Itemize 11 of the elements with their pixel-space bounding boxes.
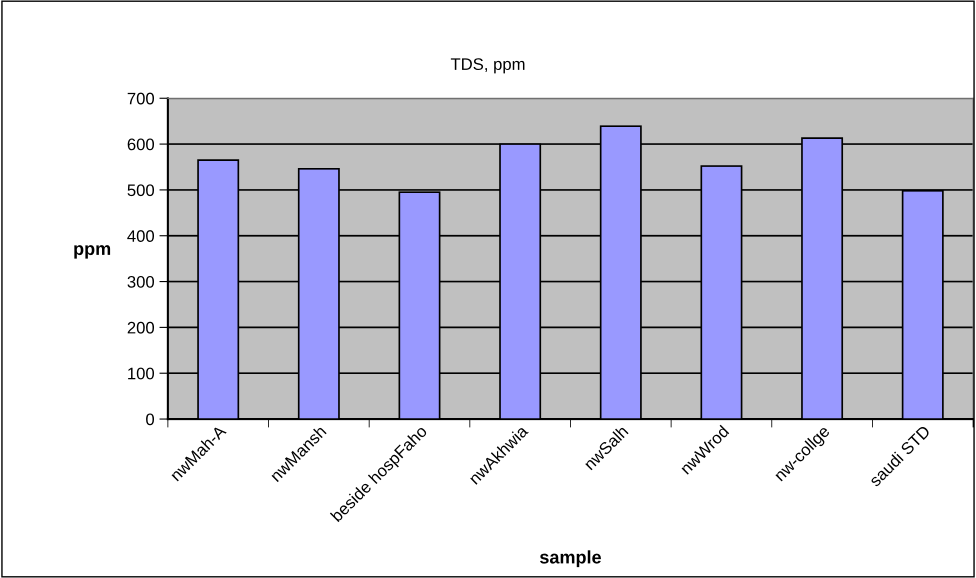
chart-title: TDS, ppm [450, 58, 524, 74]
y-tick-label: 600 [128, 138, 154, 150]
y-tick-label: 700 [128, 92, 154, 104]
y-tick-label: 200 [128, 322, 154, 334]
x-axis-title: sample [540, 550, 601, 568]
y-tick-label: 300 [128, 276, 154, 288]
y-tick-label: 100 [128, 368, 154, 380]
y-tick-label: 0 [146, 413, 154, 426]
y-tick-label: 400 [127, 230, 154, 242]
y-axis-title: ppm [74, 245, 110, 259]
y-tick-label: 500 [128, 184, 154, 196]
